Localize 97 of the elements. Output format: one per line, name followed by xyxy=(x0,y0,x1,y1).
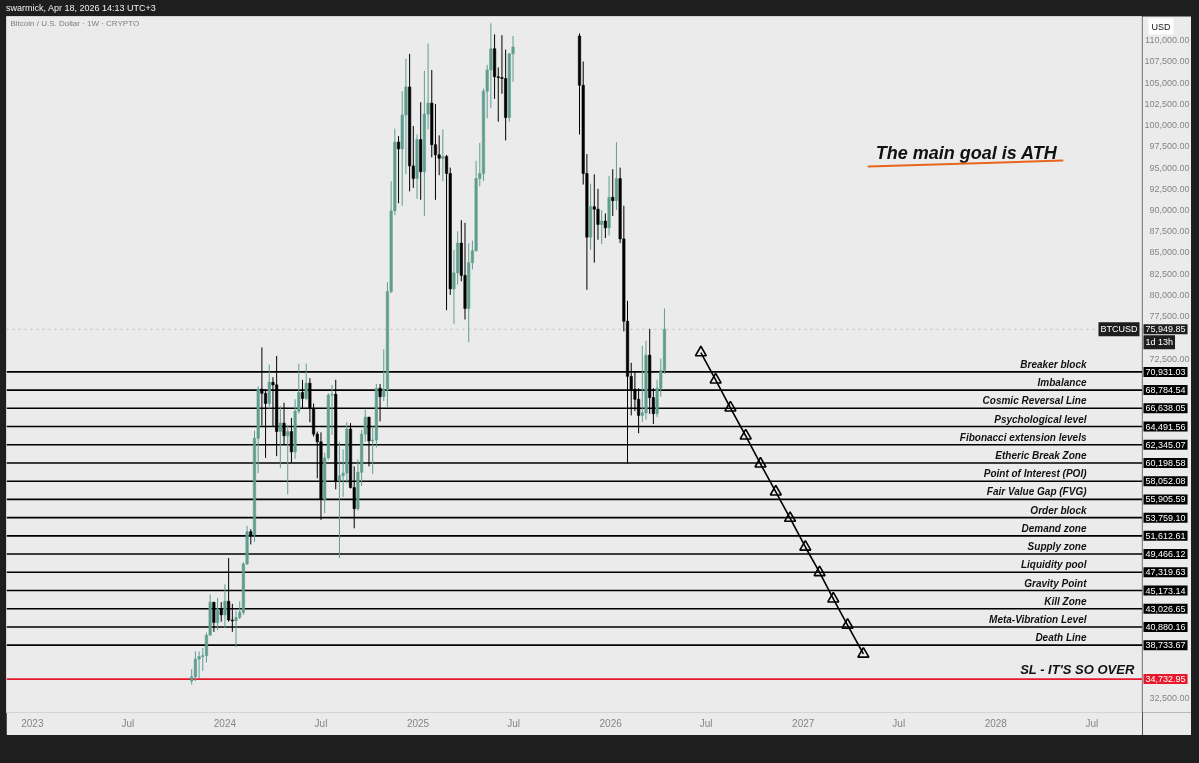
candlestick xyxy=(197,650,201,680)
candlestick xyxy=(441,128,445,182)
point xyxy=(841,617,854,630)
y-axis-title: USD xyxy=(1151,21,1171,32)
point xyxy=(754,456,767,468)
point xyxy=(827,591,840,603)
y-tick-label: 90,000.00 xyxy=(1149,205,1190,216)
y-tick-label: 40,880.16 xyxy=(1145,621,1186,632)
x-tick-label: 2023 xyxy=(21,717,44,729)
x-tick-label: 2027 xyxy=(792,717,815,729)
y-tick-label: 43,026.65 xyxy=(1145,603,1186,614)
ref-line-label: Etheric Break Zone xyxy=(995,449,1087,461)
x-tick-label: Jul xyxy=(892,717,906,729)
y-tick-label: 55,905.59 xyxy=(1145,494,1186,505)
x-tick-label: Jul xyxy=(314,717,328,729)
y-tick-label: 85,000.00 xyxy=(1149,247,1190,258)
candlestick xyxy=(397,135,401,204)
y-tick-label: 47,319.63 xyxy=(1145,567,1186,578)
y-tick-label: 107,500.00 xyxy=(1144,56,1190,67)
candlestick xyxy=(640,345,644,423)
candlestick xyxy=(286,424,290,495)
y-tick-label: 58,052.08 xyxy=(1145,476,1186,487)
ref-line-label: Kill Zone xyxy=(1044,595,1087,607)
candlestick xyxy=(433,103,437,201)
ref-line-label: Imbalance xyxy=(1037,377,1087,389)
x-tick-label: Jul xyxy=(699,717,713,729)
point xyxy=(724,400,737,412)
ref-line-label: Order block xyxy=(1030,504,1087,516)
y-tick-label: 92,500.00 xyxy=(1149,183,1190,194)
candlestick xyxy=(603,212,607,239)
candlestick xyxy=(614,141,618,211)
y-tick-label: 68,784.54 xyxy=(1145,385,1186,396)
ref-line-label: Fair Value Gap (FVG) xyxy=(986,486,1088,498)
ref-line-label: Liquidity pool xyxy=(1020,559,1087,571)
point xyxy=(799,539,812,551)
y-tick-label: 70,931.03 xyxy=(1145,366,1186,377)
candlestick xyxy=(193,650,197,682)
candlestick xyxy=(278,405,282,469)
candlestick xyxy=(267,364,271,410)
y-tick-label: 72,500.00 xyxy=(1149,353,1190,364)
y-tick-label: 49,466.12 xyxy=(1145,549,1186,560)
candlestick xyxy=(337,441,341,559)
y-tick-label: 64,491.56 xyxy=(1145,421,1186,432)
x-tick-label: 2024 xyxy=(213,717,237,729)
candlestick xyxy=(223,583,227,629)
y-tick-label: 97,500.00 xyxy=(1149,141,1190,152)
x-tick-label: 2026 xyxy=(599,717,623,729)
ref-line-label: Death Line xyxy=(1035,632,1087,644)
y-tick-label: 105,000.00 xyxy=(1144,77,1190,88)
y-tick-label: 110,000.00 xyxy=(1145,35,1190,46)
ref-line-label: Psychological level xyxy=(994,413,1087,425)
y-tick-label: 51,612.61 xyxy=(1145,530,1186,541)
ref-line-label: Breaker block xyxy=(1020,358,1087,370)
y-tick-label: 77,500.00 xyxy=(1149,311,1190,322)
y-tick-label: 53,759.10 xyxy=(1145,512,1186,523)
x-tick-label: Jul xyxy=(1085,717,1099,729)
ref-line-label: SL - IT'S SO OVER xyxy=(1020,662,1135,678)
point xyxy=(783,510,797,523)
ref-line-label: Meta-Vibration Level xyxy=(989,613,1087,625)
y-tick-label: 95,000.00 xyxy=(1149,162,1190,173)
point xyxy=(694,345,708,357)
point xyxy=(709,372,722,384)
candlestick xyxy=(304,363,308,401)
y-tick-label: 34,732.95 xyxy=(1145,674,1186,685)
point xyxy=(739,428,753,440)
ref-line-label: Point of Interest (POI) xyxy=(983,468,1088,480)
x-tick-label: Jul xyxy=(121,717,135,729)
point xyxy=(813,565,826,577)
x-tick-label: Jul xyxy=(507,717,520,729)
y-tick-label: 75,949.85 xyxy=(1145,324,1186,335)
y-tick-label: 80,000.00 xyxy=(1149,289,1190,300)
annotation: The main goal is ATH xyxy=(875,142,1058,163)
y-tick-label: 32,500.00 xyxy=(1149,693,1190,704)
point xyxy=(769,484,783,496)
ref-line-label: Fibonacci extension levels xyxy=(959,431,1087,443)
candlestick xyxy=(611,168,615,217)
ref-line-label: BTCUSD xyxy=(1100,324,1138,335)
chart-title: Bitcoin / U.S. Dollar · 1W · CRYPTO xyxy=(10,19,140,28)
candlestick xyxy=(600,209,604,245)
ref-line-label: Demand zone xyxy=(1021,522,1087,534)
text: swarmick, Apr 18, 2026 14:13 UTC+3 xyxy=(6,2,156,15)
ref-line-label: Cosmic Reversal Line xyxy=(982,395,1087,407)
y-tick-label: 62,345.07 xyxy=(1145,439,1186,450)
y-tick-label: 66,638.05 xyxy=(1145,403,1186,414)
y-tick-label: 102,500.00 xyxy=(1144,98,1190,109)
text: 1d 13h xyxy=(1145,337,1174,348)
y-tick-label: 82,500.00 xyxy=(1149,268,1190,279)
y-tick-label: 38,733.67 xyxy=(1145,640,1186,651)
ref-line-label: Supply zone xyxy=(1027,541,1087,553)
point xyxy=(857,646,870,658)
y-tick-label: 87,500.00 xyxy=(1149,226,1190,237)
ref-line-label: Gravity Point xyxy=(1024,577,1088,589)
y-tick-label: 100,000.00 xyxy=(1144,120,1190,131)
x-tick-label: 2025 xyxy=(406,717,430,729)
x-tick-label: 2028 xyxy=(984,717,1008,729)
y-tick-label: 45,173.14 xyxy=(1145,585,1186,596)
y-tick-label: 60,198.58 xyxy=(1145,457,1186,468)
